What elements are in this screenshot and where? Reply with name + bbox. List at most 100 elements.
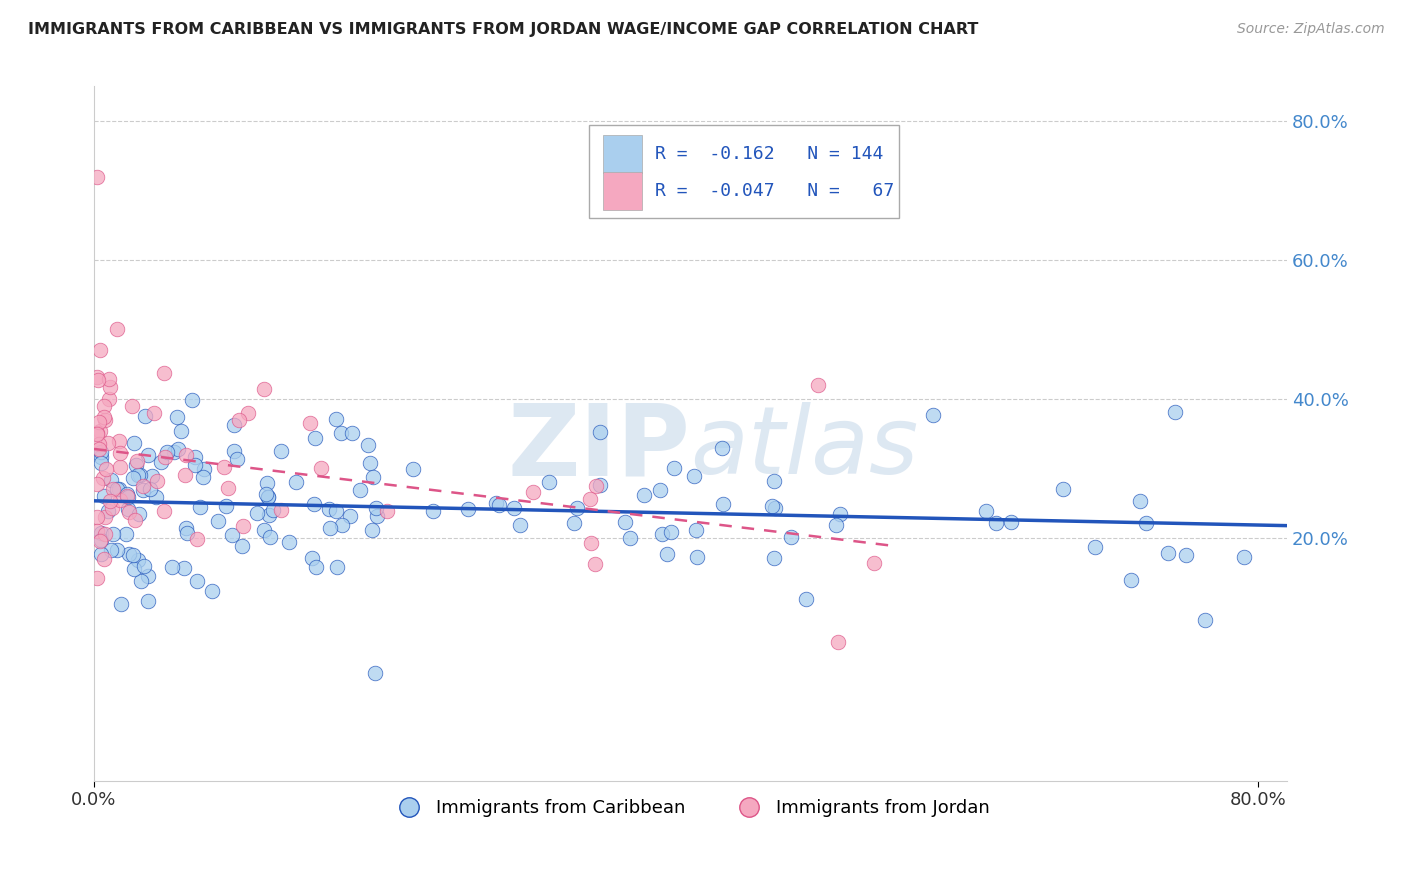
Point xyxy=(93,489,115,503)
Point xyxy=(270,443,292,458)
Point xyxy=(1157,547,1180,561)
Point xyxy=(1175,548,1198,562)
Point xyxy=(256,490,278,504)
Point xyxy=(651,527,673,541)
Text: Source: ZipAtlas.com: Source: ZipAtlas.com xyxy=(1237,22,1385,37)
Point xyxy=(685,550,707,565)
Point xyxy=(122,562,145,576)
Point xyxy=(922,408,945,422)
Point xyxy=(134,409,156,423)
Point xyxy=(129,574,152,589)
Point xyxy=(256,476,278,491)
Point xyxy=(1135,516,1157,530)
Point xyxy=(136,448,159,462)
Point xyxy=(305,560,328,574)
Point xyxy=(107,482,129,496)
Point xyxy=(127,467,149,482)
Text: ZIP: ZIP xyxy=(508,399,690,496)
Point xyxy=(169,424,191,438)
Point xyxy=(375,504,398,518)
Point xyxy=(132,478,155,492)
Point xyxy=(86,476,108,491)
Point xyxy=(299,416,322,430)
Point xyxy=(86,510,108,524)
Point xyxy=(152,366,174,380)
Point xyxy=(364,665,387,680)
Point xyxy=(366,501,388,516)
Point xyxy=(828,508,851,522)
Point xyxy=(1121,574,1143,588)
Point xyxy=(186,532,208,546)
Point xyxy=(101,527,124,541)
Point xyxy=(146,474,169,488)
Point xyxy=(153,504,176,518)
Point xyxy=(87,415,110,429)
Point xyxy=(633,488,655,502)
Point xyxy=(253,382,276,396)
Point xyxy=(827,634,849,648)
Point xyxy=(93,526,115,541)
Point xyxy=(87,373,110,387)
Point xyxy=(201,584,224,599)
Point xyxy=(117,501,139,516)
Point xyxy=(176,448,198,462)
Point xyxy=(93,552,115,566)
Point xyxy=(181,393,204,408)
Point xyxy=(422,504,444,518)
Point xyxy=(304,431,326,445)
Point xyxy=(762,475,785,489)
Point xyxy=(212,460,235,475)
Point xyxy=(711,441,734,455)
Point xyxy=(107,483,129,497)
Point xyxy=(114,527,136,541)
Point xyxy=(796,591,818,606)
Point xyxy=(101,500,124,515)
Point xyxy=(1083,540,1105,554)
FancyBboxPatch shape xyxy=(589,125,900,219)
Point xyxy=(257,490,280,504)
Point xyxy=(100,543,122,558)
Text: atlas: atlas xyxy=(690,402,918,493)
Point xyxy=(537,475,560,490)
Point xyxy=(402,462,425,476)
Point xyxy=(87,442,110,457)
Point xyxy=(325,560,347,574)
Point xyxy=(127,553,149,567)
Point xyxy=(132,483,155,497)
Point xyxy=(186,574,208,588)
Point xyxy=(339,509,361,524)
Point xyxy=(246,506,269,520)
Point xyxy=(984,516,1007,530)
Point xyxy=(231,539,253,553)
Point xyxy=(711,498,734,512)
Point xyxy=(176,526,198,541)
Point xyxy=(763,500,786,515)
Point xyxy=(503,501,526,516)
Point xyxy=(176,521,198,535)
Point xyxy=(86,524,108,539)
Point xyxy=(184,450,207,464)
Point xyxy=(302,497,325,511)
Point xyxy=(277,534,299,549)
Point xyxy=(222,443,245,458)
Point xyxy=(98,493,121,508)
Point xyxy=(648,483,671,497)
Point xyxy=(236,407,259,421)
Point xyxy=(1129,493,1152,508)
Point xyxy=(86,426,108,441)
Point xyxy=(318,501,340,516)
Point xyxy=(105,543,128,558)
Point xyxy=(509,517,531,532)
Point xyxy=(118,548,141,562)
Point xyxy=(121,399,143,413)
Point xyxy=(173,561,195,575)
Point xyxy=(86,572,108,586)
Point xyxy=(166,410,188,425)
Point xyxy=(254,487,277,501)
Point xyxy=(824,517,846,532)
Point xyxy=(332,517,354,532)
Point xyxy=(579,535,602,549)
Point xyxy=(301,550,323,565)
Point xyxy=(117,490,139,504)
Point xyxy=(361,470,384,484)
